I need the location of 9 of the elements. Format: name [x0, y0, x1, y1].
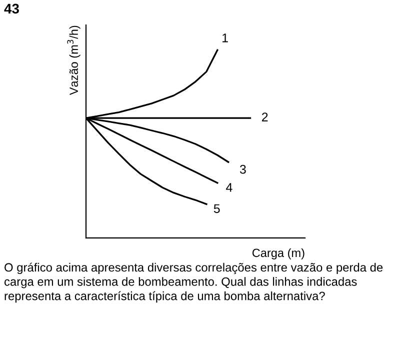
series-label: 2	[262, 112, 268, 122]
series-label: 5	[214, 204, 220, 214]
series-label: 4	[226, 183, 232, 192]
series-label: 1	[222, 34, 228, 42]
y-axis-title: Vazão (m$^{3}$/h)	[67, 26, 80, 96]
text: O gráfico acima apresenta diversas correlações entre vazão e perda de carga em um sistema de bombeamento. Qual das linhas indicadas representa a característica típica de uma bomba alternativa?	[4, 262, 383, 303]
series-label: 3	[240, 164, 246, 174]
text: 43	[4, 4, 19, 14]
x-axis-title: Carga (m)	[252, 248, 304, 260]
